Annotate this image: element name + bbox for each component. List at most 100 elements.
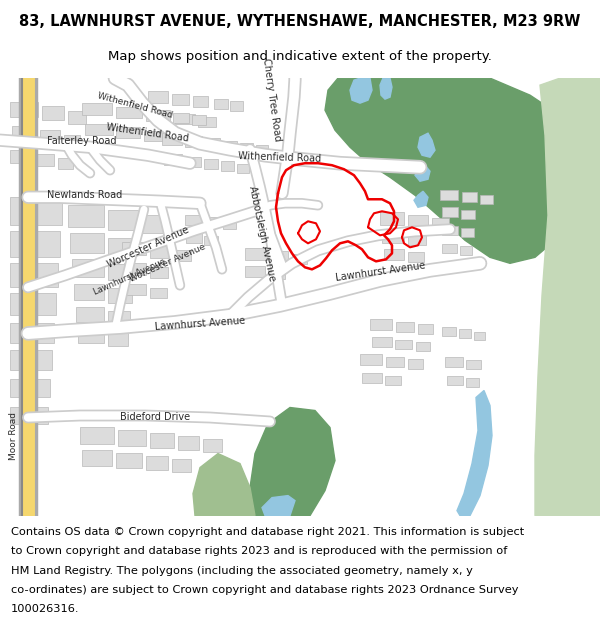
Bar (108, 210, 138, 230)
Polygon shape (457, 391, 492, 516)
Bar (74, 284, 104, 301)
Bar (76, 308, 104, 322)
Text: Withenfield Road: Withenfield Road (97, 91, 173, 119)
Bar (408, 359, 423, 369)
Bar (126, 284, 146, 296)
Bar (459, 329, 471, 338)
Bar (150, 288, 167, 298)
Bar (82, 449, 112, 466)
Bar (10, 293, 56, 316)
Bar (175, 114, 195, 124)
Bar (68, 205, 104, 228)
Bar (142, 215, 168, 233)
Bar (396, 322, 414, 332)
Bar (240, 143, 253, 153)
Bar (64, 135, 80, 148)
Bar (70, 233, 104, 253)
Bar (380, 213, 404, 225)
Bar (172, 459, 191, 472)
Bar (68, 111, 86, 124)
Bar (466, 379, 479, 388)
Bar (72, 259, 104, 278)
Bar (382, 231, 404, 243)
Bar (185, 136, 202, 148)
Bar (204, 236, 218, 246)
Bar (162, 133, 182, 145)
Bar (245, 266, 265, 278)
Bar (466, 361, 481, 369)
Text: 83, LAWNHURST AVENUE, WYTHENSHAWE, MANCHESTER, M23 9RW: 83, LAWNHURST AVENUE, WYTHENSHAWE, MANCH… (19, 14, 581, 29)
Polygon shape (350, 78, 372, 103)
Bar (164, 154, 182, 165)
Bar (10, 379, 50, 398)
Bar (384, 249, 404, 261)
Bar (108, 238, 136, 256)
Bar (10, 263, 58, 288)
Bar (10, 231, 60, 258)
Bar (474, 332, 485, 341)
Text: Falterley Road: Falterley Road (47, 136, 117, 146)
Bar (172, 94, 189, 105)
Bar (108, 311, 130, 326)
Bar (198, 117, 216, 127)
Text: Abbotsleigh Avenue: Abbotsleigh Avenue (247, 185, 277, 282)
Bar (116, 107, 142, 118)
Bar (408, 215, 428, 227)
Bar (10, 351, 52, 371)
Bar (150, 268, 168, 278)
Bar (193, 96, 208, 107)
Text: HM Land Registry. The polygons (including the associated geometry, namely x, y: HM Land Registry. The polygons (includin… (11, 566, 473, 576)
Bar (268, 269, 285, 279)
Bar (205, 217, 220, 227)
Bar (245, 248, 267, 261)
Text: Worcester Avenue: Worcester Avenue (128, 242, 208, 284)
Polygon shape (415, 165, 430, 181)
Bar (408, 253, 424, 262)
Bar (40, 130, 60, 143)
Polygon shape (262, 496, 295, 516)
Bar (205, 138, 220, 149)
Bar (124, 263, 146, 276)
Text: Withenfield Road: Withenfield Road (238, 151, 322, 164)
Bar (192, 115, 206, 125)
Bar (418, 324, 433, 334)
Bar (36, 154, 54, 166)
Bar (440, 190, 458, 200)
Bar (445, 357, 463, 367)
Bar (185, 215, 203, 225)
Bar (10, 198, 62, 225)
Text: Contains OS data © Crown copyright and database right 2021. This information is : Contains OS data © Crown copyright and d… (11, 526, 524, 536)
Bar (58, 158, 73, 169)
Bar (292, 254, 307, 264)
Bar (386, 357, 404, 367)
Bar (108, 264, 134, 281)
Text: Bideford Drive: Bideford Drive (120, 411, 190, 421)
Bar (78, 329, 104, 343)
Bar (10, 406, 48, 424)
Bar (148, 91, 168, 103)
Bar (150, 432, 174, 447)
Polygon shape (380, 78, 392, 99)
Bar (116, 127, 140, 138)
Bar (256, 145, 268, 155)
Text: Worcester Avenue: Worcester Avenue (106, 225, 190, 270)
Bar (221, 161, 234, 171)
Bar (10, 323, 54, 343)
Text: Map shows position and indicative extent of the property.: Map shows position and indicative extent… (108, 50, 492, 62)
Bar (442, 244, 457, 253)
Polygon shape (418, 133, 435, 158)
Text: Moor Road: Moor Road (10, 411, 19, 459)
Bar (146, 456, 168, 469)
Text: co-ordinates) are subject to Crown copyright and database rights 2023 Ordnance S: co-ordinates) are subject to Crown copyr… (11, 585, 518, 595)
Bar (442, 208, 458, 217)
Bar (360, 354, 382, 366)
Bar (362, 374, 382, 384)
Polygon shape (535, 78, 600, 516)
Bar (204, 159, 218, 169)
Bar (223, 141, 237, 151)
Bar (395, 341, 412, 349)
Text: 100026316.: 100026316. (11, 604, 79, 614)
Bar (223, 220, 236, 229)
Bar (480, 195, 493, 204)
Bar (116, 452, 142, 468)
